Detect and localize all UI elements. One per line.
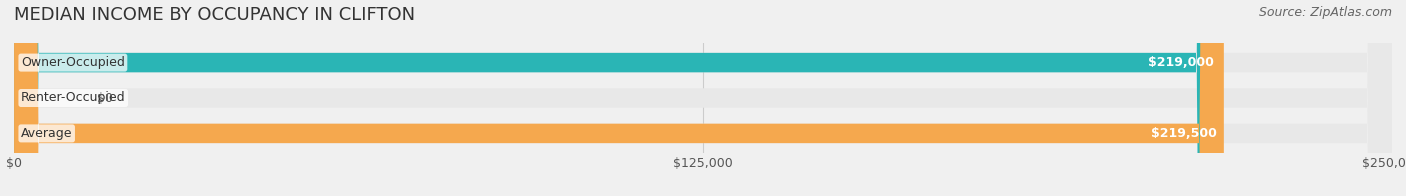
FancyBboxPatch shape xyxy=(14,0,1392,196)
Text: MEDIAN INCOME BY OCCUPANCY IN CLIFTON: MEDIAN INCOME BY OCCUPANCY IN CLIFTON xyxy=(14,6,415,24)
FancyBboxPatch shape xyxy=(14,0,1220,196)
Text: Renter-Occupied: Renter-Occupied xyxy=(21,92,125,104)
Text: Source: ZipAtlas.com: Source: ZipAtlas.com xyxy=(1258,6,1392,19)
Text: $219,000: $219,000 xyxy=(1149,56,1215,69)
FancyBboxPatch shape xyxy=(14,0,1392,196)
FancyBboxPatch shape xyxy=(14,0,1392,196)
Text: $0: $0 xyxy=(97,92,112,104)
Text: $219,500: $219,500 xyxy=(1152,127,1218,140)
Text: Owner-Occupied: Owner-Occupied xyxy=(21,56,125,69)
FancyBboxPatch shape xyxy=(14,0,1223,196)
Text: Average: Average xyxy=(21,127,73,140)
